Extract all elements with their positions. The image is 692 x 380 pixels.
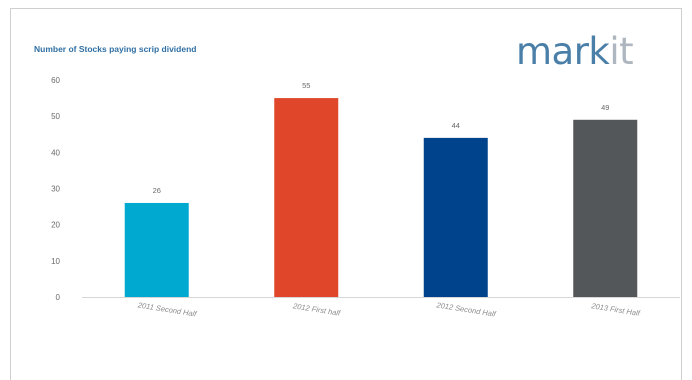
bar-value-label: 49: [601, 103, 609, 112]
x-category-label: 2011 Second Half: [136, 300, 198, 318]
y-tick-label: 30: [51, 185, 60, 194]
y-tick-label: 40: [51, 148, 60, 157]
bar-value-label: 26: [153, 186, 161, 195]
bar-value-label: 55: [302, 81, 310, 90]
chart-title: Number of Stocks paying scrip dividend: [34, 44, 197, 54]
bar: [124, 202, 189, 297]
x-category-label: 2012 First half: [291, 301, 341, 318]
y-tick-label: 0: [56, 293, 61, 302]
chart-frame: [10, 8, 682, 380]
y-tick-label: 60: [51, 76, 60, 85]
y-tick-label: 10: [51, 257, 60, 266]
markit-logo: markit: [516, 30, 634, 73]
y-tick-label: 20: [51, 221, 60, 230]
bar: [573, 119, 638, 298]
x-category-label: 2012 Second Half: [435, 300, 497, 319]
x-category-label: 2013 First Half: [590, 301, 641, 318]
bar: [274, 98, 339, 297]
bar: [423, 137, 488, 297]
y-tick-label: 50: [51, 112, 60, 121]
logo-text: mark: [516, 30, 610, 73]
logo-accent: it: [609, 30, 634, 73]
bar-value-label: 44: [452, 121, 460, 130]
